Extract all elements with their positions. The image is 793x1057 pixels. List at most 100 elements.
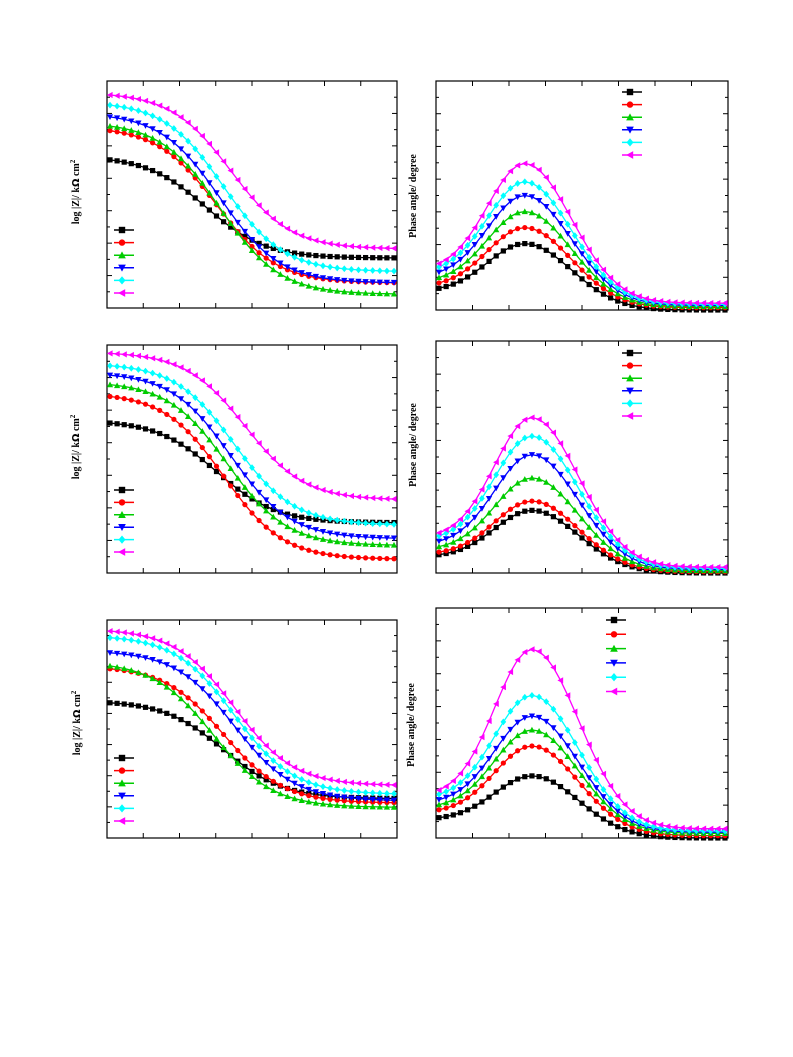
data-point [263, 448, 269, 455]
data-point [135, 376, 142, 383]
data-point [170, 391, 178, 398]
data-point [622, 826, 628, 833]
data-point [478, 733, 485, 741]
data-point [128, 118, 135, 125]
data-point [578, 725, 585, 732]
data-point [529, 507, 535, 513]
data-point [319, 800, 327, 807]
data-point [221, 219, 227, 225]
data-point [242, 212, 248, 220]
data-point [391, 255, 397, 261]
data-point [479, 530, 485, 536]
data-point [514, 732, 521, 739]
data-point [206, 383, 212, 390]
data-point [485, 223, 493, 230]
y-axis-label-text: log |Z|/ k [72, 718, 83, 756]
data-point [156, 130, 163, 136]
data-point [270, 255, 277, 262]
data-point [213, 149, 220, 156]
data-point [593, 274, 600, 281]
data-point [383, 541, 391, 548]
legend-marker-3 [118, 510, 126, 518]
data-point [150, 428, 156, 434]
data-point [435, 797, 443, 803]
data-point [362, 494, 369, 501]
data-point [391, 267, 397, 275]
data-point [242, 491, 248, 497]
data-point [486, 742, 492, 750]
data-point [369, 279, 376, 286]
data-point [443, 799, 450, 806]
data-point [457, 278, 464, 284]
data-point [255, 778, 263, 785]
data-point [500, 219, 507, 226]
data-point [543, 204, 550, 210]
data-point [192, 679, 199, 686]
data-point [593, 756, 599, 764]
data-point [550, 429, 556, 436]
data-point [486, 212, 492, 220]
data-point [305, 770, 312, 777]
legend-marker-4 [610, 659, 618, 667]
data-point [514, 719, 521, 726]
data-point [192, 161, 199, 168]
data-point [485, 496, 493, 502]
data-point [206, 462, 212, 469]
data-point [550, 705, 557, 713]
data-point [177, 407, 185, 413]
data-point [178, 160, 184, 166]
data-point [457, 516, 464, 523]
data-point [298, 797, 305, 803]
data-point [291, 764, 298, 771]
data-point [500, 784, 506, 790]
data-point [291, 473, 298, 480]
data-point [707, 299, 714, 307]
data-point [291, 518, 298, 525]
data-point [192, 394, 199, 402]
data-point [543, 654, 549, 661]
data-point [171, 713, 177, 719]
data-point [241, 767, 249, 773]
data-point [312, 484, 319, 491]
data-point [142, 367, 149, 375]
data-point [376, 279, 383, 286]
data-point [199, 201, 205, 207]
legend-marker-6 [610, 687, 618, 696]
data-point [228, 483, 234, 489]
data-point [348, 779, 354, 786]
data-point [298, 767, 305, 774]
data-point [586, 536, 592, 542]
data-point [486, 524, 492, 530]
data-point [305, 786, 312, 793]
data-point [443, 526, 449, 533]
data-point [327, 253, 333, 260]
data-point [150, 404, 156, 410]
data-point [443, 805, 449, 811]
data-point [292, 788, 298, 795]
data-point [277, 246, 284, 254]
data-point [277, 535, 283, 541]
data-point [678, 824, 685, 831]
data-point [557, 677, 564, 684]
data-point [607, 795, 614, 803]
data-point [436, 790, 442, 798]
data-point [384, 267, 390, 275]
data-point [615, 816, 621, 822]
data-point [142, 401, 149, 407]
data-point [348, 278, 355, 285]
data-point [248, 194, 255, 201]
data-point [256, 768, 262, 774]
data-point [486, 483, 492, 491]
legend-marker-4 [118, 264, 126, 272]
data-point [107, 157, 113, 163]
data-point [493, 187, 499, 195]
data-point [284, 498, 291, 506]
data-point [341, 491, 347, 499]
data-point [450, 549, 456, 555]
data-point [376, 244, 383, 252]
data-point [121, 130, 127, 136]
data-point [156, 356, 163, 364]
data-point [450, 281, 456, 287]
data-point [557, 440, 564, 447]
data-point [465, 274, 471, 280]
